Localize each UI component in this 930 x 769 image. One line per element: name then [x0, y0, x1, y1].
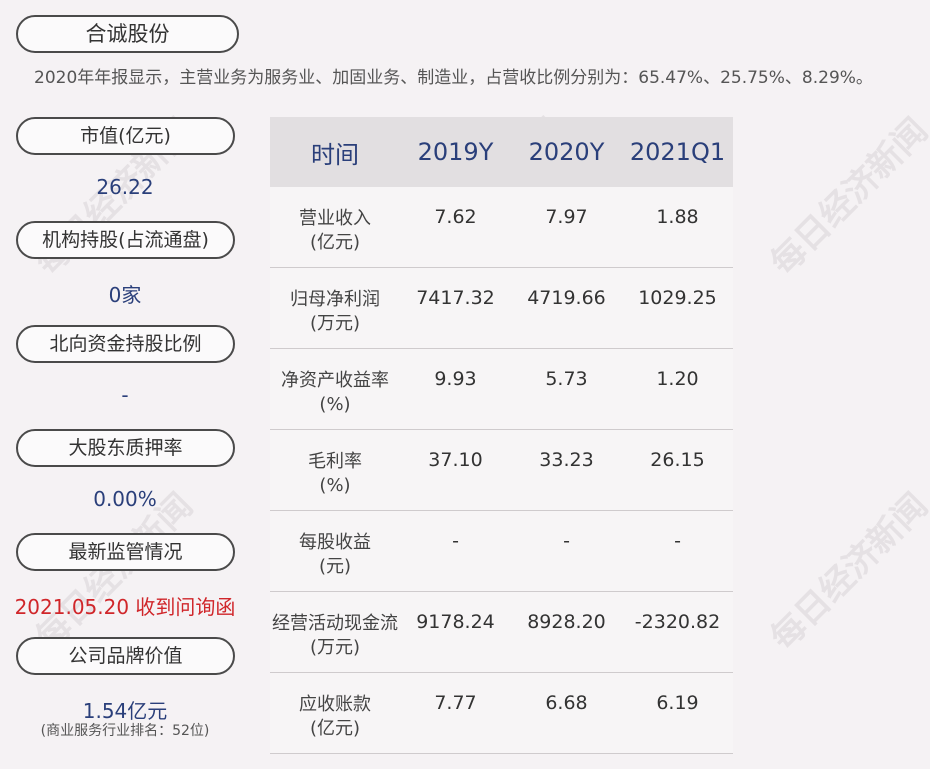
table-cell: -: [452, 530, 459, 552]
table-cell: 4719.66: [527, 287, 606, 309]
header-col: 2019Y: [417, 138, 494, 166]
table-cell: 33.23: [539, 449, 594, 471]
header-time: 时间: [311, 140, 359, 169]
brand-rank-note: (商业服务行业排名：52位): [40, 723, 210, 739]
table-header: 时间 2019Y 2020Y 2021Q1: [270, 117, 733, 187]
row-label: 毛利率: [308, 451, 362, 472]
market-cap-value: 26.22: [96, 175, 154, 199]
table-cell: 9.93: [434, 368, 477, 390]
table-row: 净资产收益率 (%) 9.93 5.73 1.20: [270, 349, 733, 430]
institution-holding-label: 机构持股(占流通盘): [16, 221, 235, 259]
brand-value-label: 公司品牌价值: [16, 637, 235, 675]
table-cell: 1.20: [656, 368, 699, 390]
row-unit: (%): [319, 394, 351, 415]
northbound-ratio-value: -: [121, 383, 129, 407]
row-label: 经营活动现金流: [272, 613, 398, 634]
row-label: 营业收入: [299, 208, 371, 229]
row-unit: (元): [318, 556, 352, 577]
table-row: 毛利率 (%) 37.10 33.23 26.15: [270, 430, 733, 511]
pledge-rate-label: 大股东质押率: [16, 429, 235, 467]
row-unit: (万元): [309, 313, 361, 334]
row-unit: (亿元): [309, 718, 361, 739]
row-label: 应收账款: [299, 694, 371, 715]
pledge-rate-value: 0.00%: [93, 487, 157, 511]
table-cell: 26.15: [650, 449, 705, 471]
watermark: 每日经济新闻: [763, 485, 930, 659]
table-row: 营业收入 (亿元) 7.62 7.97 1.88: [270, 187, 733, 268]
header-col: 2021Q1: [629, 138, 726, 166]
table-cell: 8928.20: [527, 611, 606, 633]
table-row: 应收账款 (亿元) 7.77 6.68 6.19: [270, 673, 733, 754]
regulation-value: 2021.05.20 收到问询函: [14, 595, 236, 619]
table-cell: 5.73: [545, 368, 588, 390]
row-unit: (万元): [309, 637, 361, 658]
row-label: 归母净利润: [290, 289, 380, 310]
row-label: 净资产收益率: [281, 370, 389, 391]
company-title: 合诚股份: [16, 15, 239, 53]
business-summary: 2020年年报显示，主营业务为服务业、加固业务、制造业，占营收比例分别为：65.…: [34, 68, 873, 88]
institution-holding-value: 0家: [108, 283, 142, 307]
table-cell: -2320.82: [634, 611, 721, 633]
table-row: 经营活动现金流 (万元) 9178.24 8928.20 -2320.82: [270, 592, 733, 673]
table-cell: 6.19: [656, 692, 699, 714]
northbound-ratio-label: 北向资金持股比例: [16, 325, 235, 363]
brand-value-value: 1.54亿元: [82, 699, 168, 723]
table-cell: 7417.32: [416, 287, 495, 309]
table-cell: 9178.24: [416, 611, 495, 633]
table-cell: 6.68: [545, 692, 588, 714]
table-row: 每股收益 (元) - - -: [270, 511, 733, 592]
table-row: 归母净利润 (万元) 7417.32 4719.66 1029.25: [270, 268, 733, 349]
row-label: 每股收益: [299, 532, 371, 553]
table-cell: 7.97: [545, 206, 588, 228]
table-cell: 7.77: [434, 692, 477, 714]
watermark: 每日经济新闻: [763, 110, 930, 284]
table-cell: 7.62: [434, 206, 477, 228]
table-cell: -: [674, 530, 681, 552]
table-cell: -: [563, 530, 570, 552]
table-cell: 37.10: [428, 449, 483, 471]
table-cell: 1.88: [656, 206, 699, 228]
table-cell: 1029.25: [638, 287, 717, 309]
market-cap-label: 市值(亿元): [16, 117, 235, 155]
row-unit: (%): [319, 475, 351, 496]
row-unit: (亿元): [309, 232, 361, 253]
regulation-label: 最新监管情况: [16, 533, 235, 571]
header-col: 2020Y: [528, 138, 605, 166]
financial-table: 时间 2019Y 2020Y 2021Q1 营业收入 (亿元) 7.62 7.97…: [270, 117, 733, 754]
